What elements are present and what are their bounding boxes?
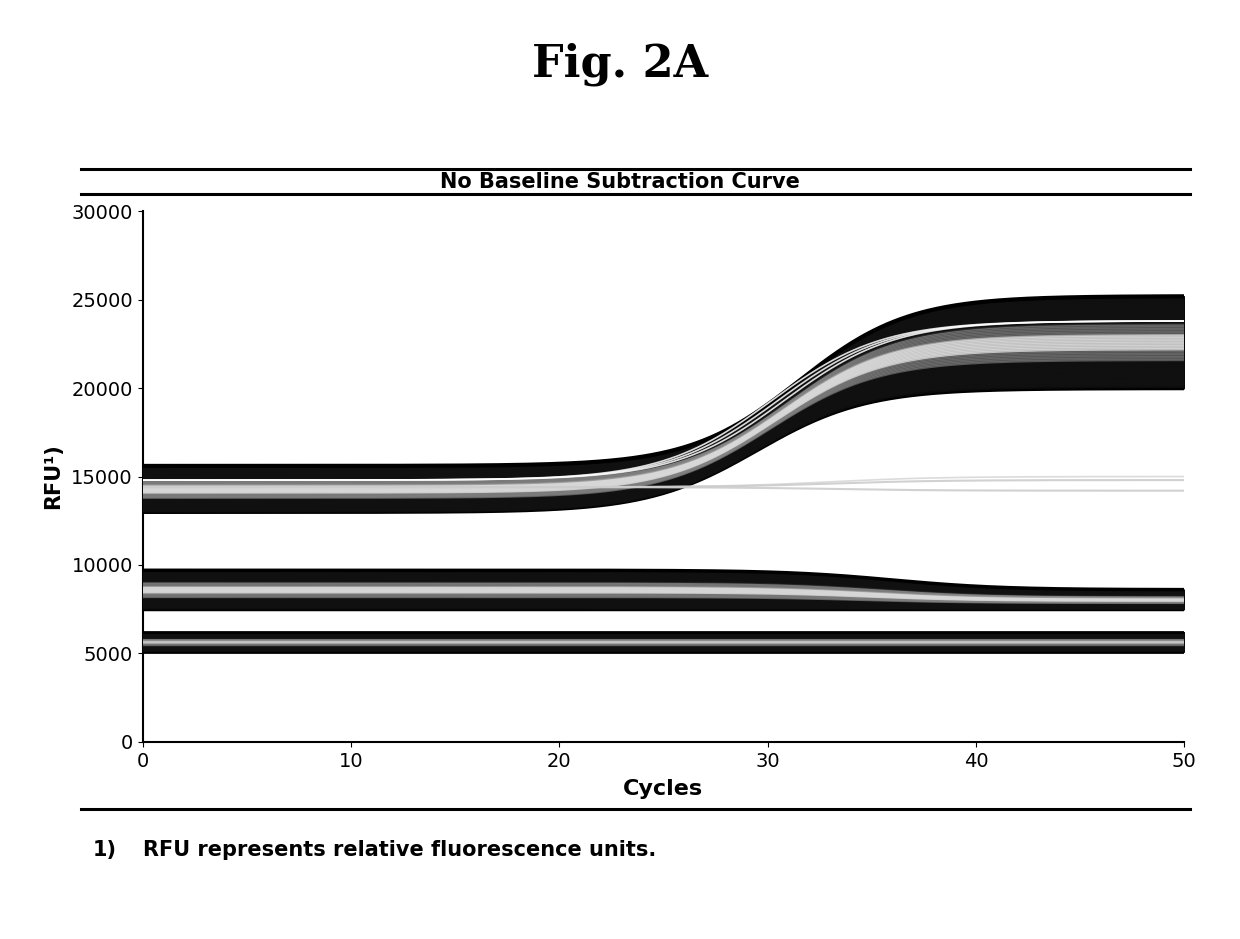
Text: RFU represents relative fluorescence units.: RFU represents relative fluorescence uni…: [143, 840, 656, 860]
Text: Fig. 2A: Fig. 2A: [532, 42, 708, 85]
X-axis label: Cycles: Cycles: [624, 778, 703, 799]
Text: No Baseline Subtraction Curve: No Baseline Subtraction Curve: [440, 172, 800, 192]
Y-axis label: RFU¹): RFU¹): [43, 443, 63, 510]
Text: 1): 1): [93, 840, 117, 860]
